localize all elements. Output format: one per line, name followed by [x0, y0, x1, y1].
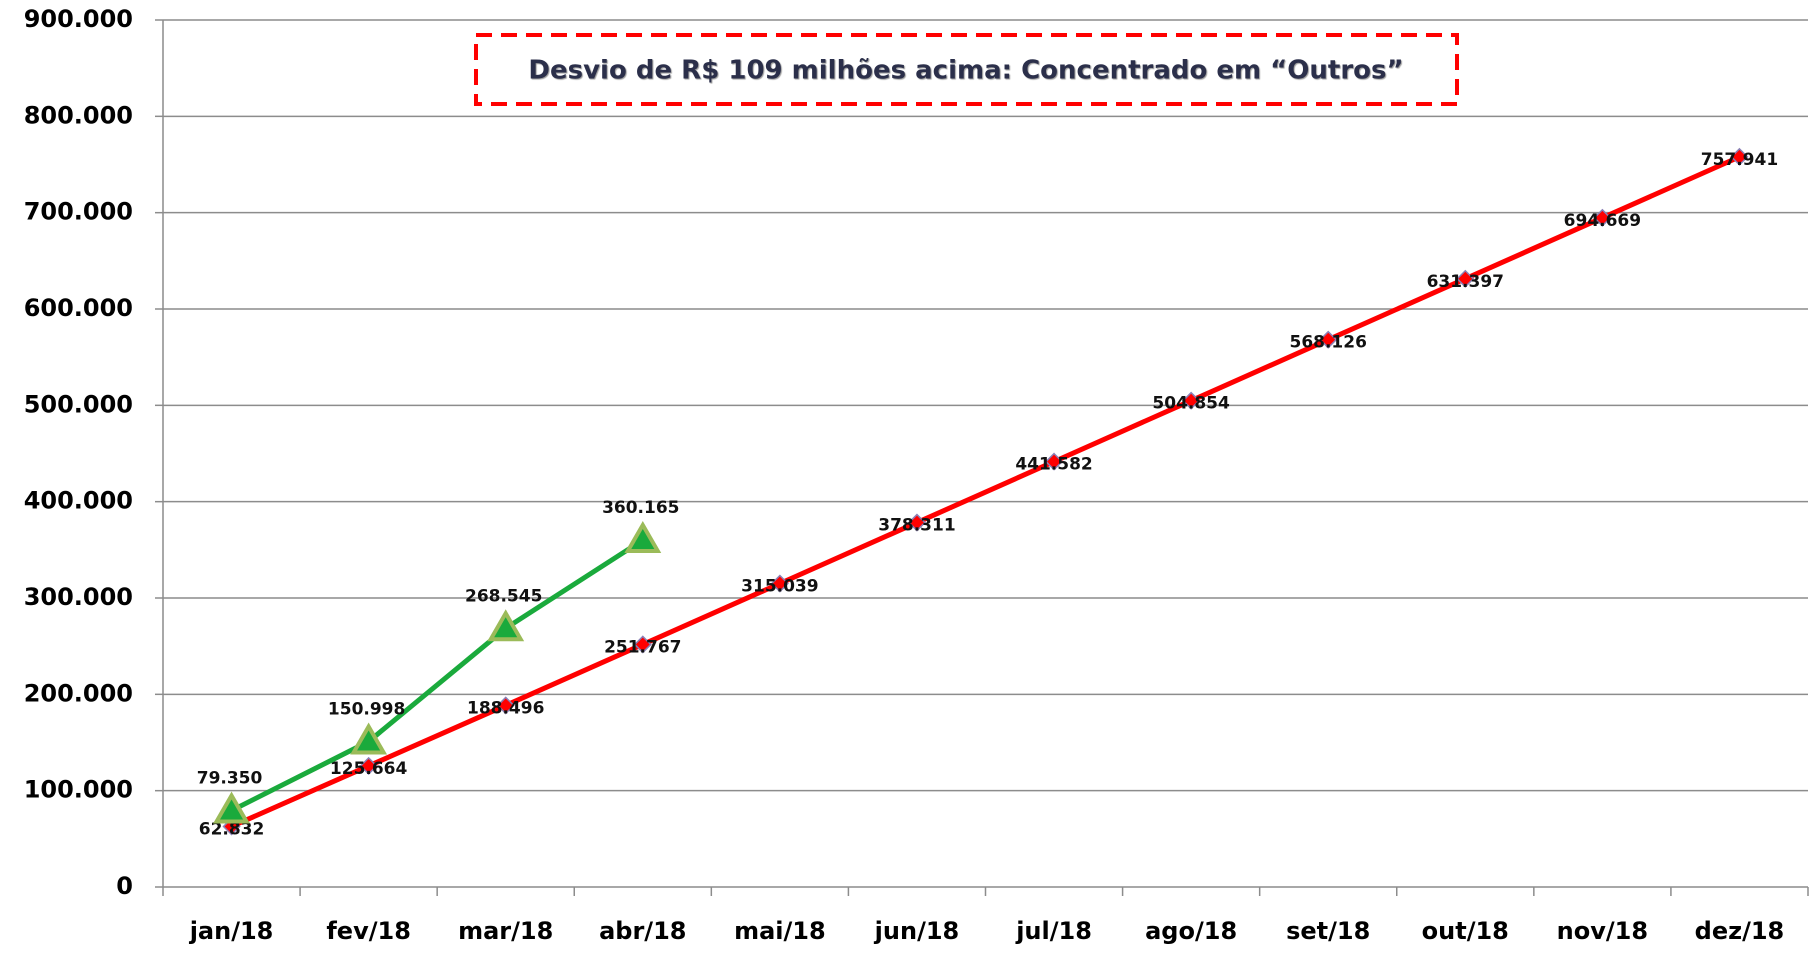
point-marker: [1593, 208, 1612, 227]
point-marker: [1044, 452, 1064, 471]
point-marker: [907, 513, 927, 532]
value-label: 62.832: [199, 819, 265, 839]
series-line: [230, 537, 645, 813]
y-tick-label: 800.000: [24, 101, 133, 129]
value-label: 125.664: [330, 759, 408, 779]
series-line: [230, 154, 1741, 829]
y-tick-label: 700.000: [24, 198, 133, 226]
point-marker: [633, 635, 652, 654]
point-marker: [496, 696, 515, 715]
x-tick-label: ago/18: [1145, 917, 1237, 945]
value-label: 568.126: [1289, 333, 1366, 353]
value-label: 188.496: [467, 698, 544, 718]
point-marker: [1730, 147, 1749, 166]
x-tick-label: jun/18: [874, 917, 960, 945]
value-label: 360.165: [602, 498, 679, 518]
value-label: 504.854: [1152, 394, 1230, 414]
point-marker: [1456, 269, 1475, 288]
x-tick-label: mai/18: [734, 917, 826, 945]
value-label: 631.397: [1427, 272, 1504, 292]
value-label: 268.545: [465, 586, 542, 606]
point-marker: [350, 722, 388, 755]
y-tick-label: 900.000: [24, 5, 133, 33]
annotation-box: [474, 33, 1459, 106]
point-marker: [624, 521, 662, 554]
point-marker: [770, 574, 789, 593]
y-tick-label: 500.000: [24, 390, 133, 418]
x-tick-label: fev/18: [326, 917, 411, 945]
value-label: 757.941: [1701, 150, 1778, 170]
x-tick-label: mar/18: [458, 917, 553, 945]
x-tick-label: jan/18: [189, 917, 274, 945]
value-label: 315.039: [741, 577, 818, 597]
y-tick-label: 400.000: [24, 487, 133, 515]
y-tick-label: 200.000: [24, 679, 133, 707]
annotation: Desvio de R$ 109 milhões acima: Concentr…: [528, 56, 1403, 86]
x-tick-label: dez/18: [1695, 917, 1785, 945]
point-marker: [359, 756, 378, 776]
y-tick-label: 600.000: [24, 294, 133, 322]
value-label: 378.311: [878, 516, 955, 536]
point-marker: [213, 791, 251, 824]
value-label: 150.998: [328, 700, 405, 720]
point-marker: [487, 609, 525, 642]
y-tick-label: 100.000: [24, 776, 133, 804]
y-tick-label: 0: [116, 872, 133, 900]
point-marker: [1182, 391, 1201, 410]
x-tick-label: nov/18: [1557, 917, 1648, 945]
value-label: 441.582: [1015, 455, 1092, 475]
value-label: 79.350: [197, 769, 263, 789]
y-tick-label: 300.000: [24, 583, 133, 611]
value-label: 694.669: [1564, 211, 1641, 231]
value-label: 251.767: [604, 637, 681, 657]
x-tick-label: abr/18: [599, 917, 686, 945]
point-marker: [1319, 330, 1338, 349]
x-tick-label: jul/18: [1015, 917, 1092, 945]
x-tick-label: out/18: [1422, 917, 1509, 945]
x-tick-label: set/18: [1286, 917, 1370, 945]
